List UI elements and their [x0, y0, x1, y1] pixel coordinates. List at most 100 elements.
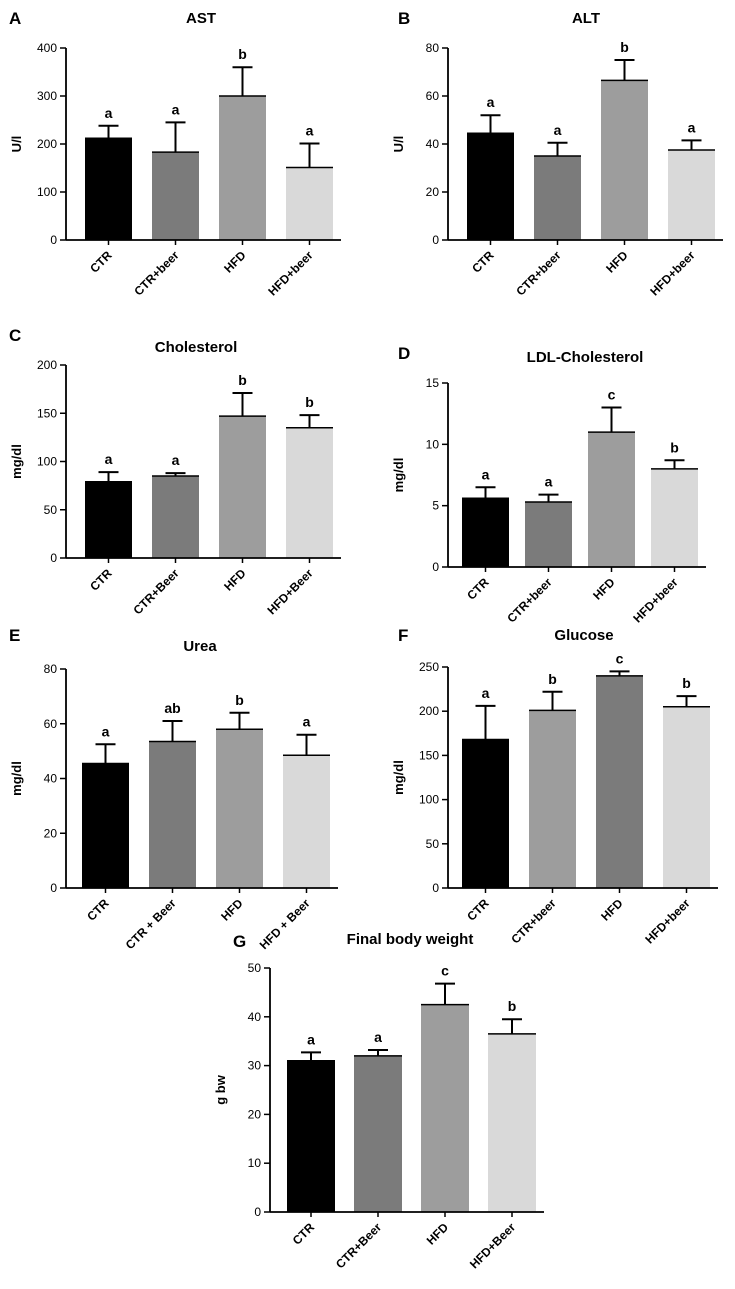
bar [488, 1033, 536, 1212]
significance-label: a [105, 105, 113, 121]
bar [668, 150, 715, 240]
y-tick-label: 80 [426, 41, 440, 55]
chart-panel-e: E Urea mg/dl a CTR ab CTR + Beer b HFD a HFD + Bee… [9, 626, 338, 952]
significance-label: b [620, 39, 629, 55]
y-tick-label: 100 [37, 185, 57, 199]
y-tick-label: 5 [432, 499, 439, 513]
chart-title: Final body weight [347, 931, 474, 948]
significance-label: b [670, 439, 679, 455]
significance-label: a [105, 451, 113, 467]
panel-letter: G [233, 932, 246, 951]
y-tick-label: 200 [419, 704, 439, 718]
y-tick-label: 150 [37, 406, 57, 420]
y-tick-label: 200 [37, 358, 57, 372]
significance-label: b [548, 671, 557, 687]
category-label: CTR+beer [504, 575, 554, 625]
bar [588, 432, 635, 567]
significance-label: a [487, 94, 495, 110]
category-label: HFD+beer [630, 575, 680, 625]
category-label: CTR [469, 248, 497, 276]
bar [286, 427, 333, 558]
bar [82, 763, 129, 888]
category-label: HFD [598, 896, 626, 924]
category-label: HFD+Beer [467, 1220, 518, 1271]
significance-label: a [482, 466, 490, 482]
bar [219, 416, 266, 558]
panel-letter: C [9, 326, 21, 345]
y-axis-label: mg/dl [9, 761, 24, 796]
significance-label: a [545, 474, 553, 490]
significance-label: b [305, 394, 314, 410]
y-tick-label: 10 [426, 437, 440, 451]
category-label: HFD+beer [647, 248, 697, 298]
category-label: HFD [590, 575, 618, 603]
y-axis-label: U/l [9, 136, 24, 153]
y-tick-label: 100 [37, 455, 57, 469]
y-tick-label: 40 [248, 1010, 262, 1024]
bar [596, 675, 643, 888]
chart-title: Cholesterol [155, 339, 238, 356]
y-tick-label: 30 [248, 1059, 262, 1073]
significance-label: b [238, 372, 247, 388]
y-tick-label: 50 [44, 503, 58, 517]
category-label: CTR+beer [513, 248, 563, 298]
category-label: CTR [87, 566, 115, 594]
bar [534, 156, 581, 240]
category-label: HFD+beer [642, 896, 692, 946]
significance-label: b [235, 692, 244, 708]
y-tick-label: 0 [432, 881, 439, 895]
significance-label: a [102, 723, 110, 739]
chart-panel-c: C Cholesterol mg/dl a CTR a CTR+Beer b HFD b HFD+B… [9, 326, 341, 617]
bar [467, 133, 514, 240]
chart-panel-g: G Final body weight g bw a CTR a CTR+Beer c HFD b… [213, 931, 544, 1271]
y-tick-label: 0 [50, 233, 57, 247]
category-label: HFD [424, 1220, 452, 1248]
significance-label: c [441, 963, 449, 979]
significance-label: a [554, 122, 562, 138]
chart-title: LDL-Cholesterol [527, 349, 644, 366]
bar [421, 1004, 469, 1212]
y-axis-label: U/l [391, 136, 406, 153]
category-label: CTR+Beer [130, 566, 181, 617]
panel-letter: A [9, 9, 21, 28]
significance-label: a [303, 714, 311, 730]
category-label: CTR [84, 896, 112, 924]
bar [283, 755, 330, 888]
bar [286, 167, 333, 240]
significance-label: a [307, 1031, 315, 1047]
chart-title: ALT [572, 10, 600, 27]
chart-panel-b: B ALT U/l a CTR a CTR+beer b HFD a HFD+beer 0 20 40 60… [391, 9, 723, 298]
significance-label: a [374, 1029, 382, 1045]
y-tick-label: 0 [432, 233, 439, 247]
chart-panel-d: D LDL-Cholesterol mg/dl a CTR a CTR+beer c HFD b H… [391, 344, 706, 625]
bar [663, 706, 710, 888]
category-label: HFD [221, 566, 249, 594]
chart-panel-f: F Glucose mg/dl a CTR b CTR+beer c HFD b HFD+beer 0… [391, 626, 718, 946]
y-tick-label: 40 [426, 137, 440, 151]
y-tick-label: 10 [248, 1156, 262, 1170]
y-tick-label: 15 [426, 376, 440, 390]
panel-letter: B [398, 9, 410, 28]
category-label: HFD+Beer [264, 566, 315, 617]
y-tick-label: 0 [50, 551, 57, 565]
category-label: CTR [290, 1220, 318, 1248]
significance-label: c [616, 650, 624, 666]
category-label: CTR+beer [131, 248, 181, 298]
y-tick-label: 50 [248, 961, 262, 975]
bar [219, 96, 266, 240]
category-label: CTR+Beer [333, 1220, 384, 1271]
y-axis-label: g bw [213, 1074, 228, 1104]
chart-title: Urea [183, 638, 217, 655]
bar [152, 152, 199, 240]
bar [85, 481, 132, 558]
significance-label: ab [164, 700, 180, 716]
significance-label: a [688, 119, 696, 135]
bar [216, 729, 263, 888]
significance-label: b [508, 998, 517, 1014]
significance-label: a [482, 685, 490, 701]
panel-letter: D [398, 344, 410, 363]
y-tick-label: 20 [426, 185, 440, 199]
y-tick-label: 50 [426, 837, 440, 851]
y-tick-label: 250 [419, 660, 439, 674]
